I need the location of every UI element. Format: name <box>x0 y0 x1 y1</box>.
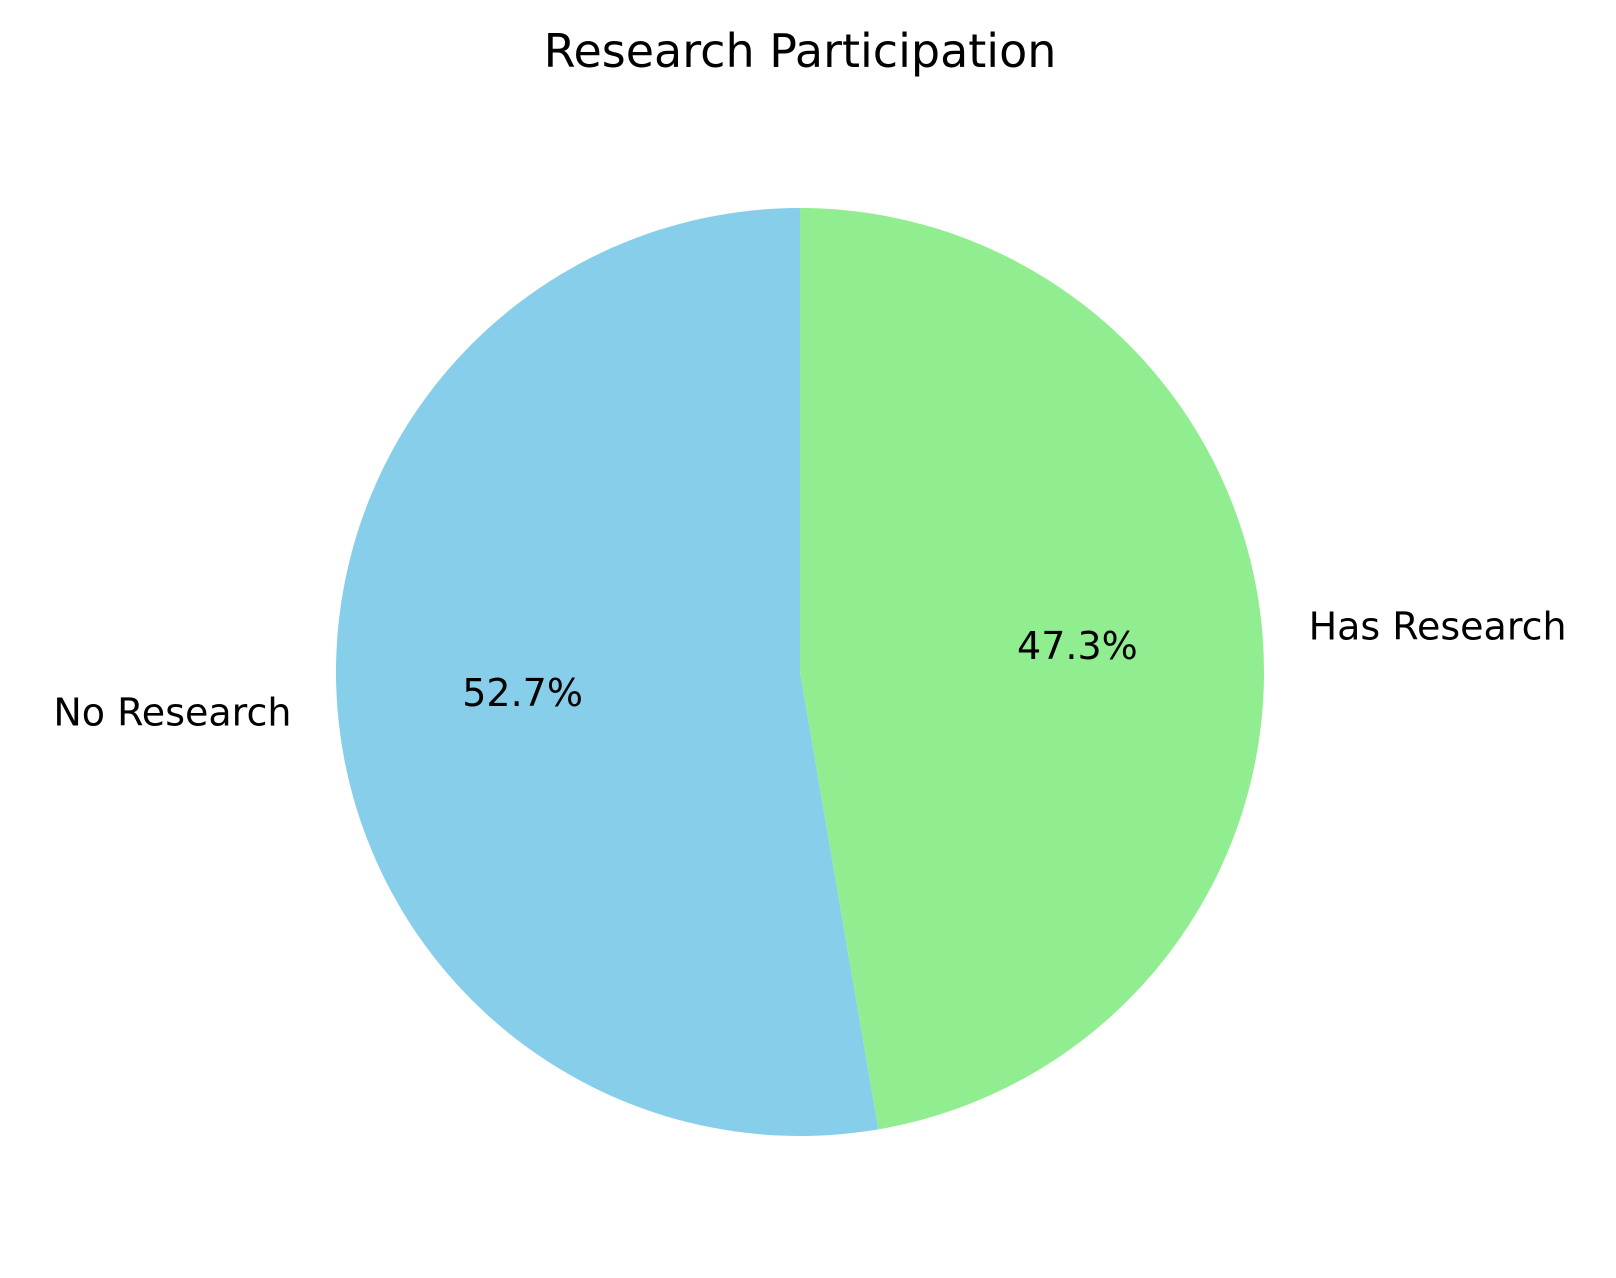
pie-slice-no-research <box>336 208 879 1136</box>
pie-labels: No Research 52.7% Has Research 47.3% <box>53 604 1566 734</box>
pie-slices <box>336 208 1265 1136</box>
slice-percent-label: 52.7% <box>462 671 583 715</box>
slice-label: No Research <box>53 691 291 735</box>
chart-title: Research Participation <box>544 24 1057 78</box>
slice-label: Has Research <box>1309 604 1567 648</box>
pie-slice-has-research <box>800 208 1265 1130</box>
slice-percent-label: 47.3% <box>1017 624 1138 668</box>
